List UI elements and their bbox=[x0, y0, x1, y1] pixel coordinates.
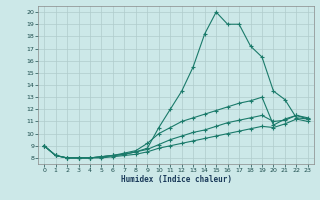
X-axis label: Humidex (Indice chaleur): Humidex (Indice chaleur) bbox=[121, 175, 231, 184]
